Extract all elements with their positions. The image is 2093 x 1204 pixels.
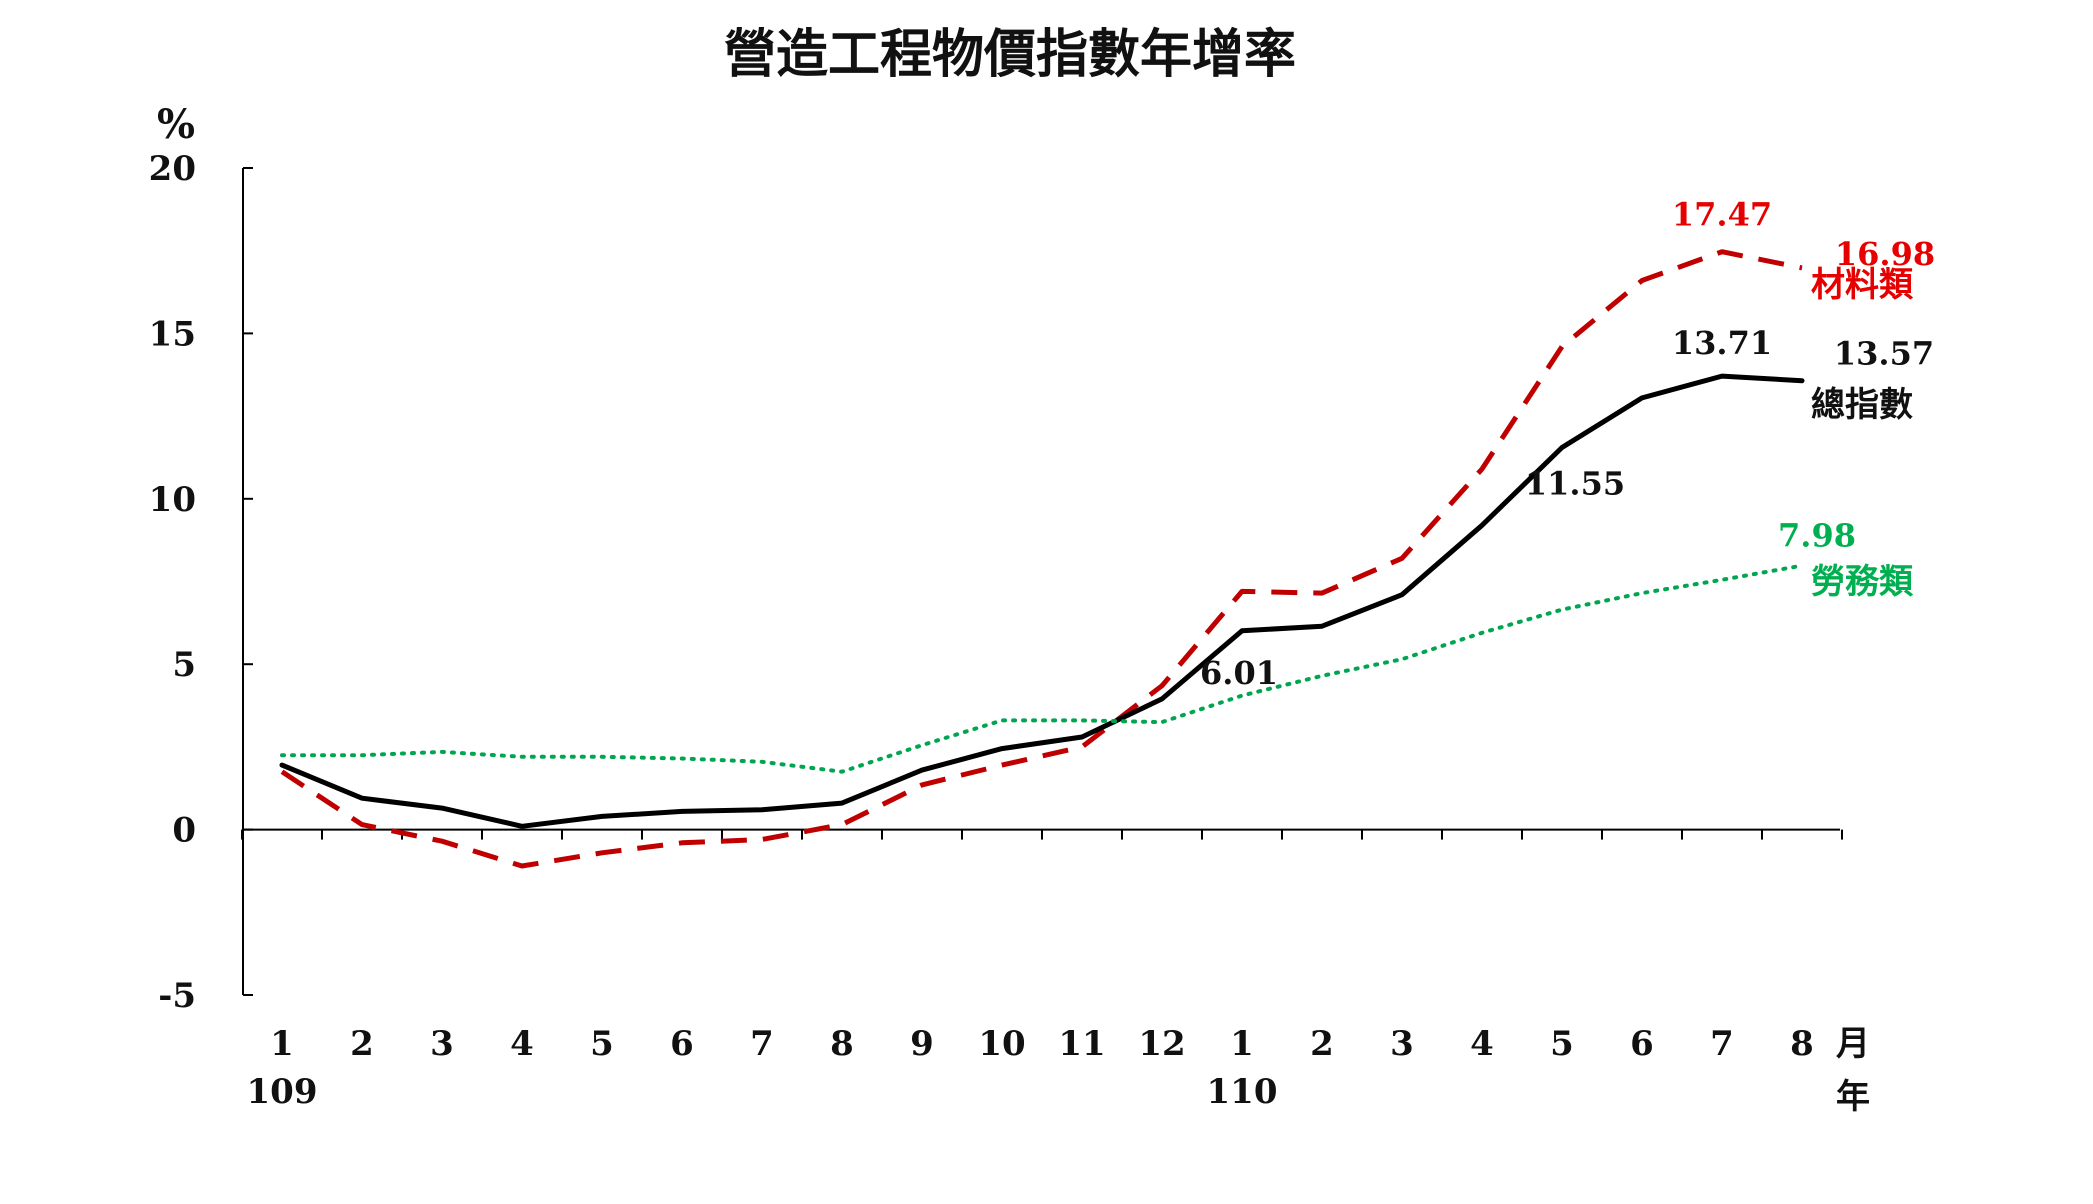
data-label: 13.57: [1834, 335, 1934, 373]
y-axis-ticks: -5 0 5 10 15 20: [149, 149, 253, 1016]
x-tick-label: 6: [1630, 1024, 1654, 1064]
data-label: 16.98: [1835, 235, 1935, 273]
axes: [242, 168, 1840, 995]
y-tick-label: 15: [149, 314, 196, 354]
y-tick-label: 5: [172, 645, 196, 685]
y-tick-label: 20: [149, 149, 196, 189]
x-tick-label: 4: [510, 1024, 534, 1064]
x-tick-label: 6: [670, 1024, 694, 1064]
x-tick-label: 5: [590, 1024, 614, 1064]
series-lines: [279, 249, 1805, 869]
data-label: 17.47: [1672, 196, 1772, 234]
x-tick-label: 8: [1790, 1024, 1814, 1064]
x-year-label: 110: [1207, 1072, 1278, 1112]
x-tick-label: 7: [1710, 1024, 1734, 1064]
y-tick-label: 0: [172, 811, 196, 851]
y-axis-unit-label: %: [157, 101, 195, 148]
x-tick-label: 1: [1230, 1024, 1254, 1064]
x-year-label: 109: [247, 1072, 318, 1112]
x-tick-label: 3: [430, 1024, 454, 1064]
series-line: [280, 249, 1803, 869]
y-tick-label: 10: [149, 480, 196, 520]
series-line: [279, 373, 1805, 829]
chart-title: 營造工程物價指數年增率: [724, 24, 1296, 85]
data-label: 6.01: [1200, 654, 1278, 692]
series-name-label: 勞務類: [1811, 562, 1914, 602]
series-name-label: 材料類: [1811, 265, 1914, 305]
series-name-label: 總指數: [1811, 385, 1913, 425]
y-tick-label: -5: [158, 976, 196, 1016]
x-tick-label: 11: [1058, 1024, 1105, 1064]
x-axis-year-unit: 年: [1836, 1077, 1870, 1117]
x-tick-label: 12: [1138, 1024, 1185, 1064]
x-tick-label: 3: [1390, 1024, 1414, 1064]
data-label: 13.71: [1672, 324, 1772, 362]
data-label: 7.98: [1778, 517, 1856, 555]
x-tick-label: 5: [1550, 1024, 1574, 1064]
x-tick-label: 4: [1470, 1024, 1494, 1064]
x-tick-label: 7: [750, 1024, 774, 1064]
x-tick-label: 2: [350, 1024, 374, 1064]
series-line: [280, 563, 1804, 774]
x-tick-label: 1: [270, 1024, 294, 1064]
x-tick-label: 9: [910, 1024, 934, 1064]
data-labels: 17.47 16.98 6.01 11.55 13.71 13.57 7.98: [1200, 196, 1935, 692]
x-tick-label: 8: [830, 1024, 854, 1064]
x-axis-month-unit: 月: [1836, 1024, 1870, 1064]
x-tick-label: 2: [1310, 1024, 1334, 1064]
data-label: 11.55: [1525, 465, 1625, 503]
x-tick-label: 10: [978, 1024, 1025, 1064]
